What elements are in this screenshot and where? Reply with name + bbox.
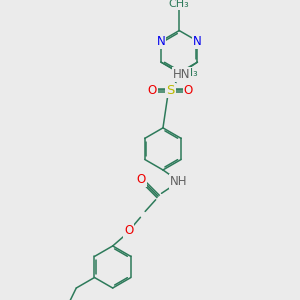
- Text: S: S: [166, 84, 175, 97]
- Text: O: O: [184, 84, 193, 97]
- Text: NH: NH: [170, 175, 188, 188]
- Text: HN: HN: [172, 68, 190, 81]
- Text: O: O: [124, 224, 134, 237]
- Text: N: N: [193, 34, 202, 48]
- Text: N: N: [157, 34, 165, 48]
- Text: CH₃: CH₃: [169, 0, 190, 9]
- Text: CH₃: CH₃: [178, 68, 198, 78]
- Text: O: O: [136, 173, 146, 186]
- Text: O: O: [148, 84, 157, 97]
